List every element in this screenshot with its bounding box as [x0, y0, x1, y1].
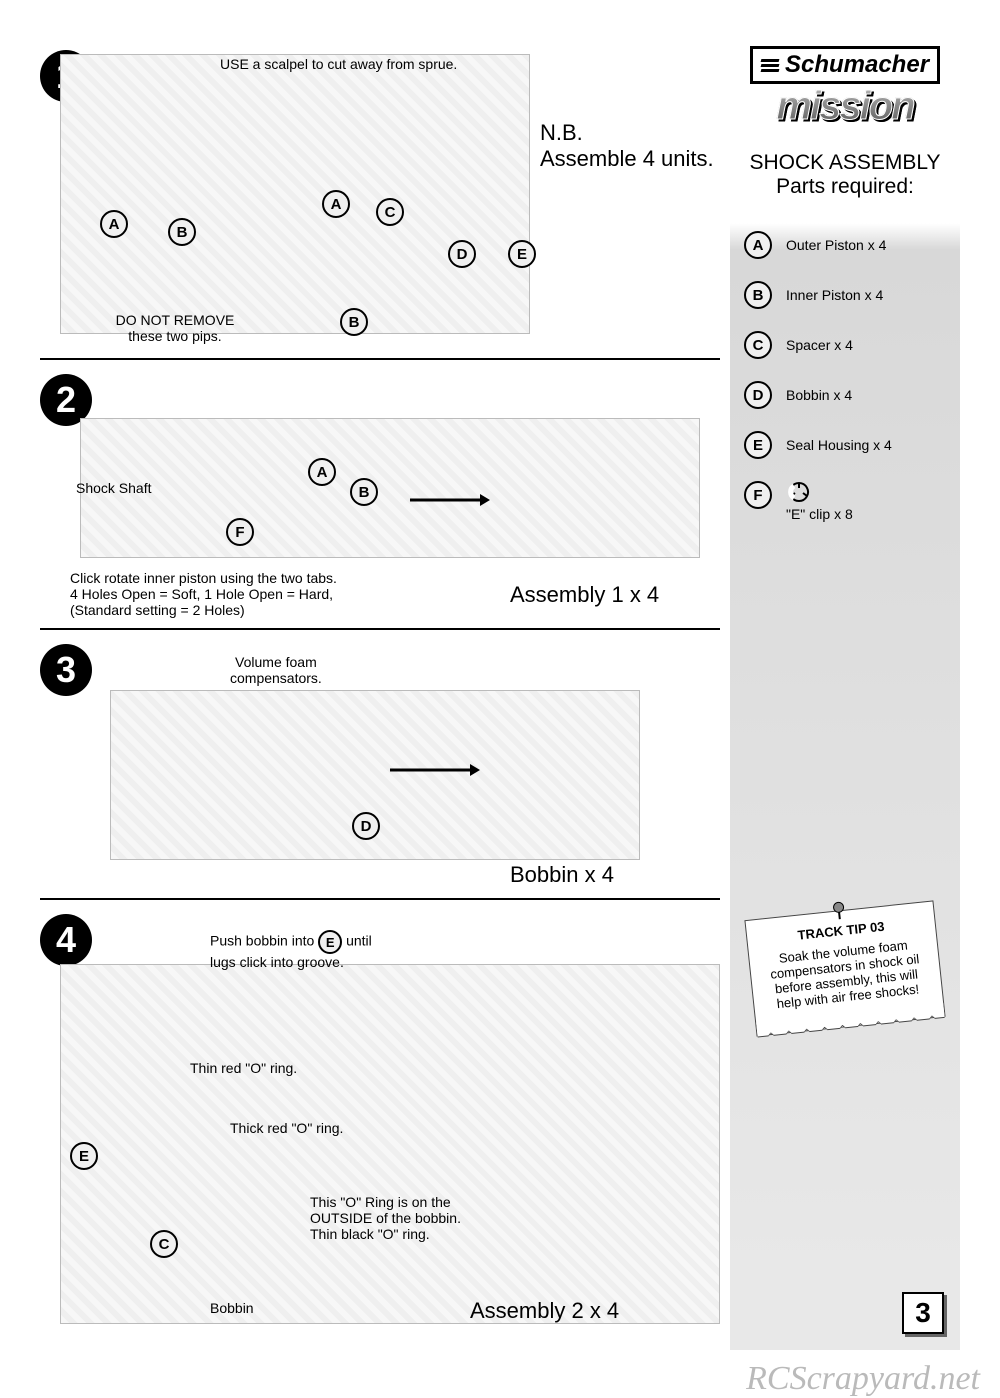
part-label-a: Outer Piston x 4	[786, 237, 886, 253]
push-note: Push bobbin into E until lugs click into…	[210, 930, 372, 970]
thin-red: Thin red "O" ring.	[190, 1060, 297, 1076]
part-label-c: Spacer x 4	[786, 337, 853, 353]
part-row-c: C Spacer x 4	[744, 331, 960, 359]
step-2-diagram	[80, 418, 700, 558]
thick-red: Thick red "O" ring.	[230, 1120, 343, 1136]
callout-e-4: E	[70, 1142, 98, 1170]
sidebar-title-1: SHOCK ASSEMBLY	[740, 151, 950, 175]
part-badge-e: E	[744, 431, 772, 459]
callout-d: D	[448, 240, 476, 268]
page-number: 3	[902, 1292, 944, 1334]
step-1-diagram	[60, 54, 530, 334]
foam-l1: Volume foam	[235, 654, 317, 670]
push-post: until	[346, 933, 372, 949]
callout-b-2: B	[340, 308, 368, 336]
logo-stripes-icon	[761, 59, 779, 72]
brand-name: Schumacher	[785, 51, 929, 79]
callout-e: E	[508, 240, 536, 268]
assembly-2x4: Assembly 2 x 4	[470, 1298, 619, 1324]
nb-l1: N.B.	[540, 120, 714, 146]
step-3: 3 Volume foam compensators. D Bobbin x 4	[40, 640, 720, 900]
pips-l1: DO NOT REMOVE	[116, 312, 235, 328]
part-row-f: F "E" clip x 8	[744, 481, 960, 522]
step-1: 1 USE a scalpel to cut away from sprue. …	[40, 40, 720, 360]
rotate-note: Click rotate inner piston using the two …	[70, 570, 337, 618]
step-2: 2 Shock Shaft F A B Click rotate inner p…	[40, 370, 720, 630]
callout-a-2b: A	[308, 458, 336, 486]
push-l2: lugs click into groove.	[210, 954, 344, 970]
part-label-f: "E" clip x 8	[786, 481, 853, 522]
out-l2: OUTSIDE of the bobbin.	[310, 1210, 461, 1226]
watermark: RCScrapyard.net	[746, 1360, 980, 1398]
part-badge-a: A	[744, 231, 772, 259]
bobbin-x4: Bobbin x 4	[510, 862, 614, 888]
callout-f-2: F	[226, 518, 254, 546]
part-badge-d: D	[744, 381, 772, 409]
part-label-d: Bobbin x 4	[786, 387, 852, 403]
sidebar: Schumacher mission SHOCK ASSEMBLY Parts …	[730, 40, 960, 1350]
main-instruction-area: 1 USE a scalpel to cut away from sprue. …	[40, 40, 720, 1350]
arrow-step3	[390, 760, 480, 780]
callout-c-4: C	[150, 1230, 178, 1258]
pushpin-icon	[829, 900, 849, 920]
foam-label: Volume foam compensators.	[230, 654, 322, 686]
assembly-1x4: Assembly 1 x 4	[510, 582, 659, 608]
pips-l2: these two pips.	[128, 328, 221, 344]
part-badge-b: B	[744, 281, 772, 309]
tip-body: Soak the volume foam compensators in sho…	[763, 936, 928, 1012]
out-l3: Thin black "O" ring.	[310, 1226, 430, 1242]
part-row-a: A Outer Piston x 4	[744, 231, 960, 259]
bobbin-text: Bobbin	[210, 1300, 254, 1316]
part-row-d: D Bobbin x 4	[744, 381, 960, 409]
rotate-l3: (Standard setting = 2 Holes)	[70, 602, 245, 618]
callout-b-2b: B	[350, 478, 378, 506]
schumacher-logo: Schumacher	[750, 46, 940, 84]
rotate-l1: Click rotate inner piston using the two …	[70, 570, 337, 586]
part-label-f-text: "E" clip x 8	[786, 506, 853, 522]
callout-a-top: A	[100, 210, 128, 238]
callout-c: C	[376, 198, 404, 226]
e-clip-icon	[786, 481, 812, 503]
parts-list: A Outer Piston x 4 B Inner Piston x 4 C …	[730, 199, 960, 522]
step-4-diagram	[60, 964, 720, 1324]
track-tip-note: TRACK TIP 03 Soak the volume foam compen…	[744, 900, 945, 1036]
rotate-l2: 4 Holes Open = Soft, 1 Hole Open = Hard,	[70, 586, 333, 602]
nb-l2: Assemble 4 units.	[540, 146, 714, 172]
scalpel-note: USE a scalpel to cut away from sprue.	[220, 56, 457, 72]
sidebar-title-2: Parts required:	[740, 175, 950, 199]
callout-a-2: A	[322, 190, 350, 218]
outside-note: This "O" Ring is on the OUTSIDE of the b…	[310, 1194, 461, 1242]
part-row-e: E Seal Housing x 4	[744, 431, 960, 459]
callout-d-3: D	[352, 812, 380, 840]
part-label-b: Inner Piston x 4	[786, 287, 883, 303]
out-l1: This "O" Ring is on the	[310, 1194, 451, 1210]
arrow-step2	[410, 490, 490, 510]
part-row-b: B Inner Piston x 4	[744, 281, 960, 309]
foam-l2: compensators.	[230, 670, 322, 686]
shock-shaft-label: Shock Shaft	[76, 480, 152, 496]
push-pre: Push bobbin into	[210, 933, 314, 949]
part-badge-c: C	[744, 331, 772, 359]
part-label-e: Seal Housing x 4	[786, 437, 892, 453]
step-badge-4: 4	[40, 914, 92, 966]
push-E: E	[318, 930, 342, 954]
pips-note: DO NOT REMOVE these two pips.	[100, 312, 250, 344]
nb-note: N.B. Assemble 4 units.	[540, 120, 714, 172]
part-badge-f: F	[744, 481, 772, 509]
callout-b-top: B	[168, 218, 196, 246]
mission-logo: mission	[730, 84, 960, 129]
step-badge-3: 3	[40, 644, 92, 696]
step-4: 4 Push bobbin into E until lugs click in…	[40, 910, 720, 1330]
